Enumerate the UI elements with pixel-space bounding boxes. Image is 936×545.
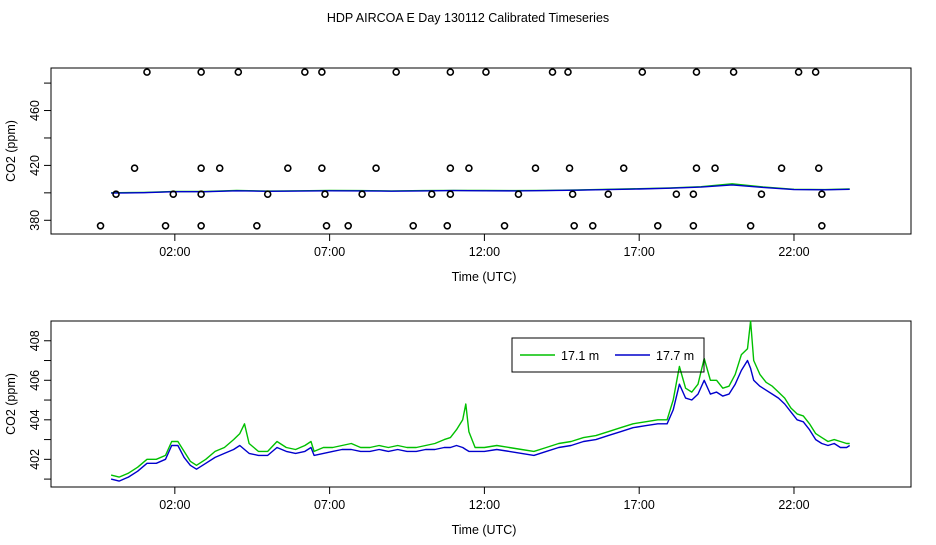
top-data-point <box>570 221 578 230</box>
top-data-point <box>604 190 613 199</box>
top-data-point <box>446 190 455 199</box>
top-x-axis-label: Time (UTC) <box>452 270 517 284</box>
top-data-point <box>215 164 224 172</box>
bottom-x-tick-label: 07:00 <box>314 498 345 512</box>
top-panel: Time (UTC) CO2 (ppm) 02:00 07:00 12:00 17:0… <box>4 67 912 284</box>
top-data-point <box>372 164 380 172</box>
legend-box <box>511 337 705 373</box>
figure-title: HDP AIRCOA E Day 130112 Calibrated Times… <box>327 11 609 25</box>
top-data-point <box>161 221 170 230</box>
top-data-point <box>321 190 329 199</box>
top-data-point <box>638 68 647 76</box>
top-data-point <box>531 164 540 172</box>
top-x-tick-label: 22:00 <box>778 245 809 259</box>
top-data-point <box>692 164 701 172</box>
legend-entry-17-1m: 17.1 m <box>561 349 599 363</box>
top-data-point <box>548 68 557 76</box>
bottom-plot-frame <box>50 320 912 488</box>
top-data-point <box>619 164 628 172</box>
top-data-point <box>482 68 490 76</box>
bottom-x-tick-label: 22:00 <box>778 498 809 512</box>
top-data-point <box>564 68 572 76</box>
bottom-x-tick-label: 17:00 <box>624 498 655 512</box>
top-x-tick-label: 12:00 <box>469 245 500 259</box>
top-data-point <box>301 68 309 76</box>
top-data-point <box>818 190 826 199</box>
top-data-point <box>284 164 292 172</box>
top-data-point <box>392 68 400 76</box>
bottom-series-line-17-7-m <box>110 359 851 482</box>
top-data-point <box>443 221 452 230</box>
top-y-axis-label: CO2 (ppm) <box>4 120 18 182</box>
bottom-y-tick-label: 408 <box>28 330 42 351</box>
top-data-point <box>729 68 738 76</box>
top-data-point <box>500 221 509 230</box>
top-data-point <box>96 221 105 230</box>
bottom-series <box>110 320 851 482</box>
top-data-point <box>112 190 120 199</box>
top-data-point <box>568 190 577 199</box>
top-series-line-1 <box>111 184 850 194</box>
top-data-point <box>811 68 820 76</box>
top-data-point <box>318 164 326 172</box>
top-data-point <box>253 221 261 230</box>
top-plot-frame <box>50 67 912 235</box>
top-data-point <box>130 164 139 172</box>
top-data-point <box>818 221 826 230</box>
top-data-point <box>169 190 178 199</box>
top-data-point <box>446 164 455 172</box>
top-data-point <box>465 164 473 172</box>
top-data-point <box>672 190 681 199</box>
top-data-point <box>197 221 205 230</box>
bottom-x-tick-label: 02:00 <box>159 498 190 512</box>
top-data-point <box>588 221 597 230</box>
top-y-tick-label: 420 <box>28 155 42 176</box>
top-data-point <box>689 190 698 199</box>
top-data-point <box>653 221 662 230</box>
top-data-point <box>143 68 151 76</box>
top-data-point <box>446 68 455 76</box>
top-data-point <box>746 221 755 230</box>
bottom-y-axis-label: CO2 (ppm) <box>4 373 18 435</box>
top-data-point <box>565 164 574 172</box>
bottom-x-tick-label: 12:00 <box>469 498 500 512</box>
top-data-point <box>197 164 205 172</box>
top-data-point <box>692 68 701 76</box>
bottom-y-tick-label: 402 <box>28 449 42 470</box>
top-data-point <box>514 190 523 199</box>
top-data-point <box>263 190 272 199</box>
top-x-tick-label: 07:00 <box>314 245 345 259</box>
bottom-axes: 02:00 07:00 12:00 17:00 22:00 402 404 406 408 <box>28 330 810 512</box>
top-axes: 02:00 07:00 12:00 17:00 22:00 380 420 460 <box>28 82 810 259</box>
top-data-point <box>197 190 205 199</box>
bottom-y-tick-label: 404 <box>28 409 42 430</box>
top-data-point <box>689 221 698 230</box>
bottom-series-line-17-1-m <box>110 320 850 478</box>
top-x-tick-label: 02:00 <box>159 245 190 259</box>
top-data-point <box>794 68 803 76</box>
top-data-point <box>814 164 823 172</box>
top-series <box>96 68 850 230</box>
top-data-point <box>322 221 331 230</box>
bottom-panel: Time (UTC) CO2 (ppm) 02:00 07:00 12:00 17:0… <box>4 320 912 537</box>
legend: 17.1 m 17.7 m <box>511 337 705 373</box>
bottom-x-axis-label: Time (UTC) <box>452 523 517 537</box>
top-data-point <box>344 221 352 230</box>
top-data-point <box>711 164 719 172</box>
top-data-point <box>777 164 786 172</box>
top-data-point <box>318 68 326 76</box>
top-data-point <box>358 190 366 199</box>
top-x-tick-label: 17:00 <box>624 245 655 259</box>
top-data-point <box>427 190 436 199</box>
top-data-point <box>409 221 418 230</box>
top-y-tick-label: 380 <box>28 210 42 231</box>
top-data-point <box>197 68 205 76</box>
top-data-point <box>757 190 766 199</box>
bottom-y-tick-label: 406 <box>28 370 42 391</box>
top-data-point <box>234 68 243 76</box>
legend-entry-17-7m: 17.7 m <box>656 349 694 363</box>
top-y-tick-label: 460 <box>28 100 42 121</box>
